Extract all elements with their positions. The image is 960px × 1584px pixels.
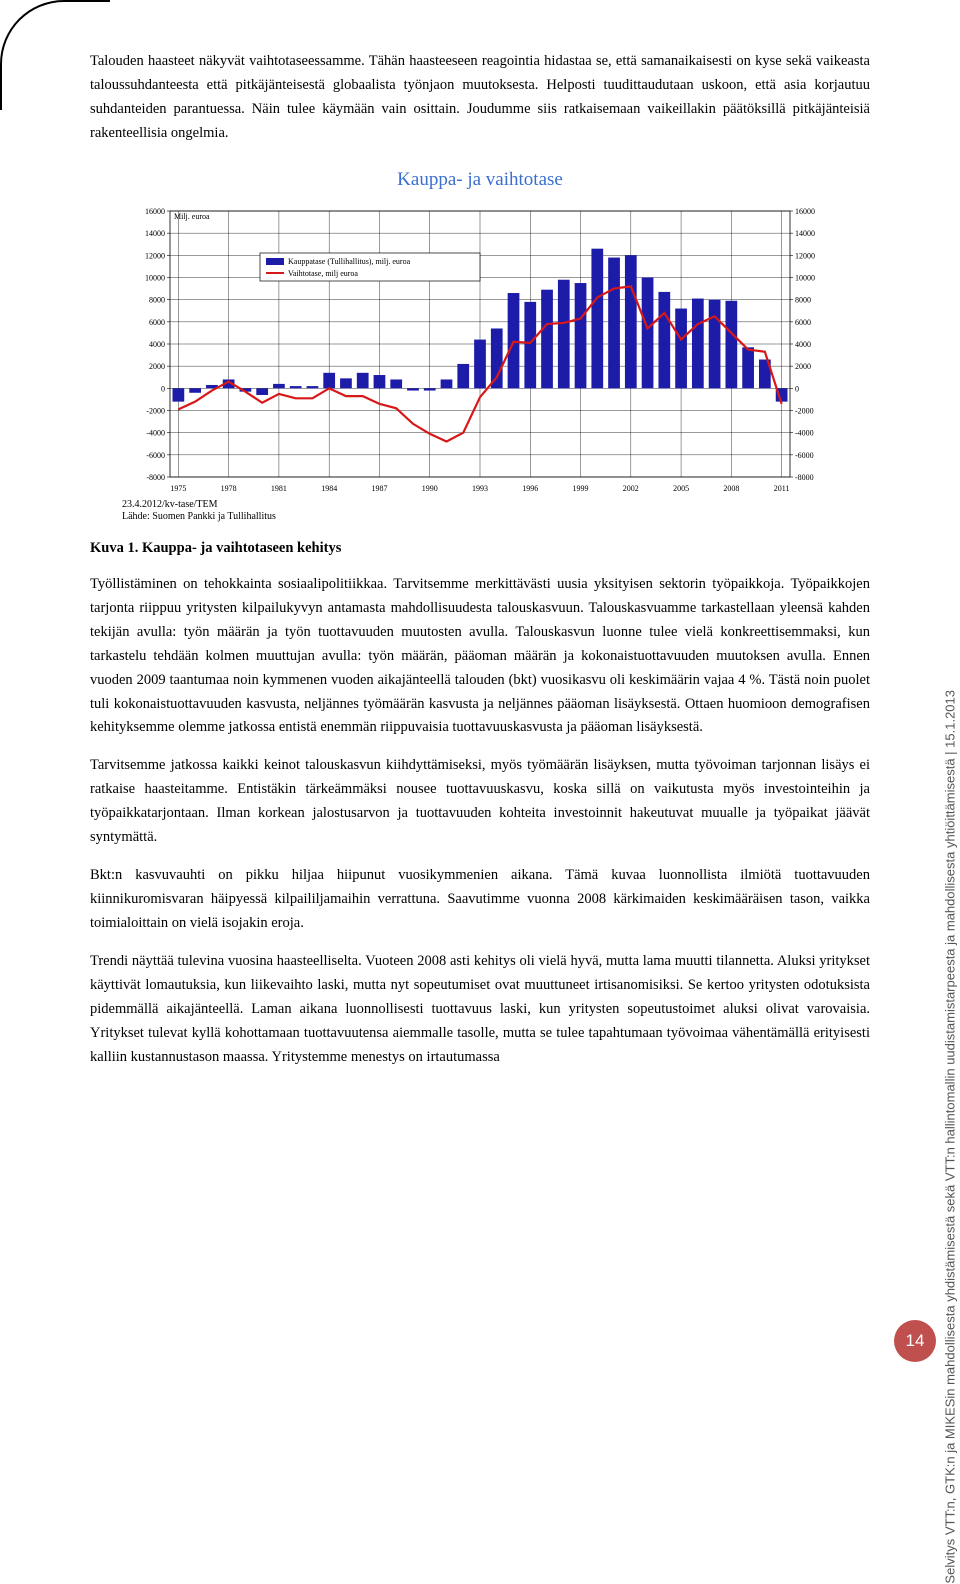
svg-text:0: 0 — [795, 384, 799, 393]
paragraph: Työllistäminen on tehokkainta sosiaalipo… — [90, 573, 870, 740]
svg-text:4000: 4000 — [149, 340, 165, 349]
svg-text:0: 0 — [161, 384, 165, 393]
svg-text:2005: 2005 — [673, 484, 689, 493]
svg-text:8000: 8000 — [795, 296, 811, 305]
svg-text:10000: 10000 — [145, 274, 165, 283]
svg-text:-6000: -6000 — [146, 451, 165, 460]
svg-text:1990: 1990 — [422, 484, 438, 493]
chart-source-date: 23.4.2012/kv-tase/TEM — [122, 499, 870, 511]
paragraph: Talouden haasteet näkyvät vaihtotaseessa… — [90, 50, 870, 146]
svg-text:14000: 14000 — [145, 229, 165, 238]
paragraph: Trendi näyttää tulevina vuosina haasteel… — [90, 950, 870, 1070]
svg-text:Vaihtotase, milj euroa: Vaihtotase, milj euroa — [288, 269, 358, 278]
svg-text:14000: 14000 — [795, 229, 815, 238]
svg-text:2011: 2011 — [774, 484, 790, 493]
svg-text:8000: 8000 — [149, 296, 165, 305]
svg-text:16000: 16000 — [795, 207, 815, 216]
svg-text:6000: 6000 — [795, 318, 811, 327]
paragraph: Bkt:n kasvuvauhti on pikku hiljaa hiipun… — [90, 864, 870, 936]
svg-text:1981: 1981 — [271, 484, 287, 493]
svg-text:1987: 1987 — [371, 484, 387, 493]
svg-text:-6000: -6000 — [795, 451, 814, 460]
page-number-badge: 14 — [894, 1320, 936, 1362]
svg-text:-8000: -8000 — [146, 473, 165, 482]
chart-title: Kauppa- ja vaihtotase — [90, 164, 870, 195]
svg-text:2002: 2002 — [623, 484, 639, 493]
svg-text:1975: 1975 — [170, 484, 186, 493]
svg-text:1996: 1996 — [522, 484, 538, 493]
svg-text:-2000: -2000 — [795, 407, 814, 416]
page-content: Talouden haasteet näkyvät vaihtotaseessa… — [90, 50, 870, 1083]
svg-text:1978: 1978 — [221, 484, 237, 493]
svg-text:16000: 16000 — [145, 207, 165, 216]
caption-label: Kuva 1. — [90, 540, 138, 556]
figure-caption: Kuva 1. Kauppa- ja vaihtotaseen kehitys — [90, 537, 870, 561]
caption-text: Kauppa- ja vaihtotaseen kehitys — [138, 540, 341, 556]
svg-text:6000: 6000 — [149, 318, 165, 327]
svg-text:12000: 12000 — [795, 251, 815, 260]
svg-text:Kauppatase (Tullihallitus), mi: Kauppatase (Tullihallitus), milj. euroa — [288, 257, 411, 266]
svg-text:-2000: -2000 — [146, 407, 165, 416]
side-text: Selvitys VTT:n, GTK:n ja MIKESin mahdoll… — [940, 690, 960, 1584]
svg-text:1993: 1993 — [472, 484, 488, 493]
svg-text:1984: 1984 — [321, 484, 337, 493]
svg-text:-4000: -4000 — [795, 429, 814, 438]
svg-text:2000: 2000 — [149, 362, 165, 371]
svg-text:-4000: -4000 — [146, 429, 165, 438]
paragraph: Tarvitsemme jatkossa kaikki keinot talou… — [90, 754, 870, 850]
chart-source: Lähde: Suomen Pankki ja Tullihallitus — [122, 511, 870, 523]
svg-text:2000: 2000 — [795, 362, 811, 371]
chart-svg: -8000 -8000 -6000 -6000 -4000 -4000 -2000 -2000… — [120, 199, 840, 499]
svg-text:4000: 4000 — [795, 340, 811, 349]
svg-text:12000: 12000 — [145, 251, 165, 260]
svg-text:1999: 1999 — [573, 484, 589, 493]
chart-container: Kauppa- ja vaihtotase -8000 -8000 -6000 -60… — [90, 164, 870, 523]
svg-text:2008: 2008 — [723, 484, 739, 493]
svg-text:-8000: -8000 — [795, 473, 814, 482]
svg-text:Milj. euroa: Milj. euroa — [174, 212, 210, 221]
svg-text:10000: 10000 — [795, 274, 815, 283]
